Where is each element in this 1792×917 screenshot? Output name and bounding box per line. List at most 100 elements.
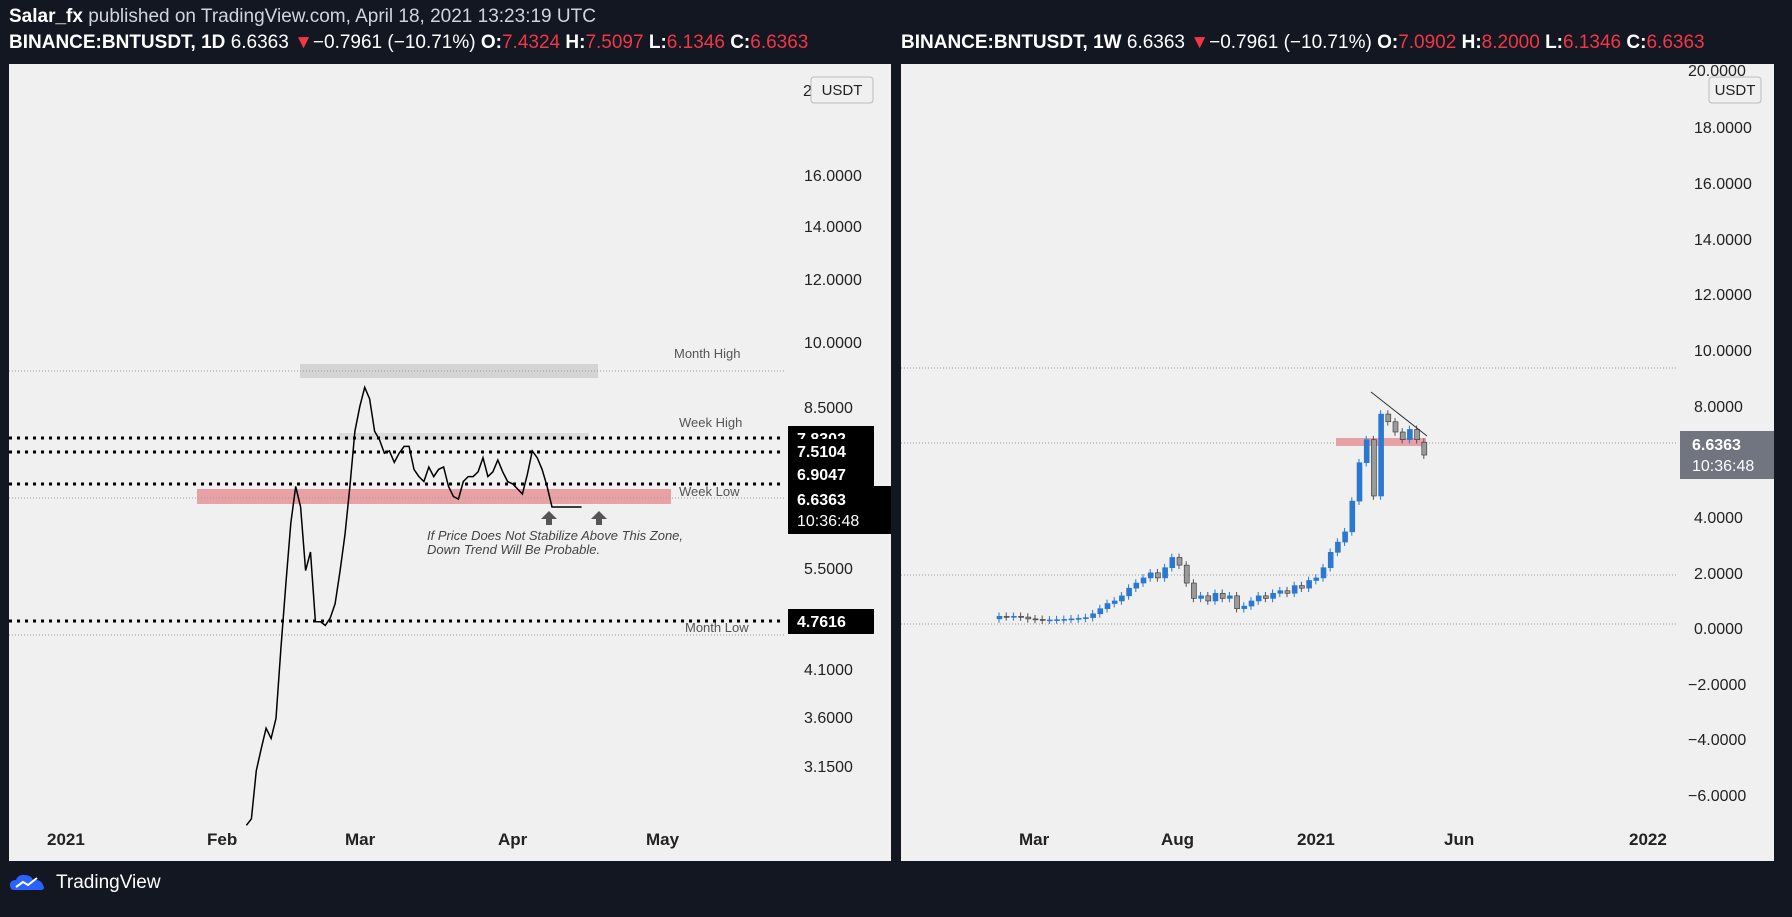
- left-symbol[interactable]: BINANCE:BNTUSDT, 1D: [9, 32, 226, 53]
- candle-body[interactable]: [1018, 616, 1024, 618]
- note-line-1: If Price Does Not Stabilize Above This Z…: [427, 528, 683, 543]
- candle-body[interactable]: [1198, 595, 1204, 599]
- candle-body[interactable]: [1378, 413, 1384, 497]
- left-change: −0.7961 (−10.71%): [312, 32, 476, 53]
- candle-body[interactable]: [1003, 616, 1010, 618]
- candle-body[interactable]: [1054, 619, 1060, 621]
- candle-body[interactable]: [1284, 590, 1291, 594]
- candle-body[interactable]: [1140, 577, 1147, 584]
- candle-body[interactable]: [1306, 580, 1312, 589]
- candle-body[interactable]: [1299, 585, 1305, 589]
- candle-body[interactable]: [996, 616, 1003, 620]
- daily-chart-pane[interactable]: Month High Week High Week Low Month Low …: [9, 64, 891, 861]
- daily-y-axis[interactable]: 16.0000 14.0000 12.0000 10.0000 8.5000 5…: [804, 168, 862, 776]
- weekly-chart[interactable]: 20.0000 18.0000 16.0000 14.0000 12.0000 …: [901, 64, 1774, 861]
- currency-label: USDT: [1715, 82, 1756, 99]
- daily-x-axis[interactable]: 2021 Feb Mar Apr May: [47, 830, 680, 849]
- month-high-zone[interactable]: [300, 364, 598, 378]
- candle-body[interactable]: [1227, 595, 1233, 599]
- week-low-zone[interactable]: [197, 489, 671, 504]
- candle-body[interactable]: [1025, 616, 1032, 620]
- candle-body[interactable]: [1205, 595, 1212, 602]
- candle-body[interactable]: [1104, 603, 1111, 609]
- svg-text:6.9047: 6.9047: [797, 467, 846, 484]
- y-tick: 16.0000: [1694, 176, 1752, 193]
- candle-body[interactable]: [1162, 567, 1168, 579]
- candle-body[interactable]: [1219, 592, 1226, 599]
- right-open: 7.0902: [1398, 32, 1457, 53]
- candle-body[interactable]: [1263, 595, 1269, 599]
- candle-body[interactable]: [1327, 552, 1334, 568]
- weekly-chart-pane[interactable]: 20.0000 18.0000 16.0000 14.0000 12.0000 …: [901, 64, 1774, 861]
- up-arrow-icon: [541, 511, 557, 525]
- candle-body[interactable]: [1011, 616, 1017, 618]
- candle-body[interactable]: [1119, 595, 1125, 602]
- week-high-label: Week High: [679, 415, 742, 430]
- up-arrow-icon: [591, 511, 607, 525]
- candle-body[interactable]: [1133, 582, 1140, 589]
- svg-text:4.7616: 4.7616: [797, 614, 846, 631]
- candle-body[interactable]: [1407, 429, 1413, 440]
- candlestick-series[interactable]: [996, 410, 1428, 624]
- candle-body[interactable]: [1212, 592, 1219, 602]
- candle-body[interactable]: [1097, 608, 1104, 615]
- candle-body[interactable]: [1155, 572, 1161, 579]
- candle-body[interactable]: [1399, 431, 1406, 440]
- candle-body[interactable]: [1032, 618, 1039, 621]
- candle-body[interactable]: [1068, 618, 1075, 621]
- svg-text:6.6363: 6.6363: [1692, 437, 1741, 454]
- candle-body[interactable]: [1277, 590, 1284, 594]
- author-name[interactable]: Salar_fx: [9, 6, 83, 27]
- candle-body[interactable]: [1270, 592, 1276, 599]
- candle-body[interactable]: [1061, 619, 1068, 621]
- right-close: 6.6363: [1646, 32, 1705, 53]
- candle-body[interactable]: [1248, 600, 1255, 607]
- candle-body[interactable]: [1176, 557, 1183, 566]
- daily-chart[interactable]: Month High Week High Week Low Month Low …: [9, 64, 891, 861]
- price-line-series[interactable]: [245, 384, 582, 826]
- candle-body[interactable]: [1183, 564, 1190, 584]
- candle-body[interactable]: [1356, 462, 1363, 502]
- descending-trendline[interactable]: [1370, 391, 1428, 437]
- candle-body[interactable]: [1421, 441, 1428, 456]
- currency-button[interactable]: [1708, 76, 1762, 104]
- candle-body[interactable]: [1075, 618, 1082, 620]
- weekly-y-axis[interactable]: 20.0000 18.0000 16.0000 14.0000 12.0000 …: [1688, 64, 1752, 805]
- candle-body[interactable]: [1371, 439, 1377, 497]
- y-tick: 4.1000: [804, 662, 853, 679]
- right-symbol[interactable]: BINANCE:BNTUSDT, 1W: [901, 32, 1122, 53]
- week-high-zone[interactable]: [339, 433, 589, 440]
- candle-body[interactable]: [1320, 567, 1327, 579]
- candle-body[interactable]: [1191, 582, 1197, 599]
- candle-body[interactable]: [1342, 531, 1348, 543]
- candle-body[interactable]: [1047, 619, 1053, 622]
- candle-body[interactable]: [1349, 500, 1356, 533]
- left-low: 6.1346: [666, 32, 725, 53]
- candle-body[interactable]: [1291, 585, 1298, 594]
- candle-body[interactable]: [1169, 557, 1176, 568]
- candle-body[interactable]: [1126, 587, 1132, 597]
- candle-body[interactable]: [1313, 577, 1320, 581]
- candle-body[interactable]: [1385, 413, 1392, 423]
- candle-body[interactable]: [1111, 600, 1118, 604]
- currency-button[interactable]: [810, 76, 874, 104]
- candle-body[interactable]: [1241, 605, 1248, 609]
- candle-body[interactable]: [1414, 429, 1420, 440]
- candle-body[interactable]: [1255, 595, 1262, 602]
- x-tick: 2022: [1629, 830, 1667, 849]
- candle-body[interactable]: [1090, 613, 1096, 618]
- candle-body[interactable]: [1083, 617, 1089, 619]
- candle-body[interactable]: [1234, 595, 1240, 609]
- candle-body[interactable]: [1363, 439, 1370, 464]
- candle-body[interactable]: [1335, 541, 1341, 553]
- tradingview-logo[interactable]: TradingView: [10, 872, 161, 894]
- left-symbol-header: BINANCE:BNTUSDT, 1D 6.6363 ▼−0.7961 (−10…: [9, 32, 809, 53]
- weekly-x-axis[interactable]: Mar Aug 2021 Jun 2022: [1019, 830, 1667, 849]
- candle-body[interactable]: [1039, 619, 1046, 621]
- x-tick: Feb: [207, 830, 237, 849]
- candle-body[interactable]: [1392, 421, 1399, 433]
- left-last: 6.6363: [230, 32, 289, 53]
- svg-text:10:36:48: 10:36:48: [797, 513, 859, 530]
- candle-body[interactable]: [1147, 572, 1154, 579]
- y-tick: 12.0000: [804, 272, 862, 289]
